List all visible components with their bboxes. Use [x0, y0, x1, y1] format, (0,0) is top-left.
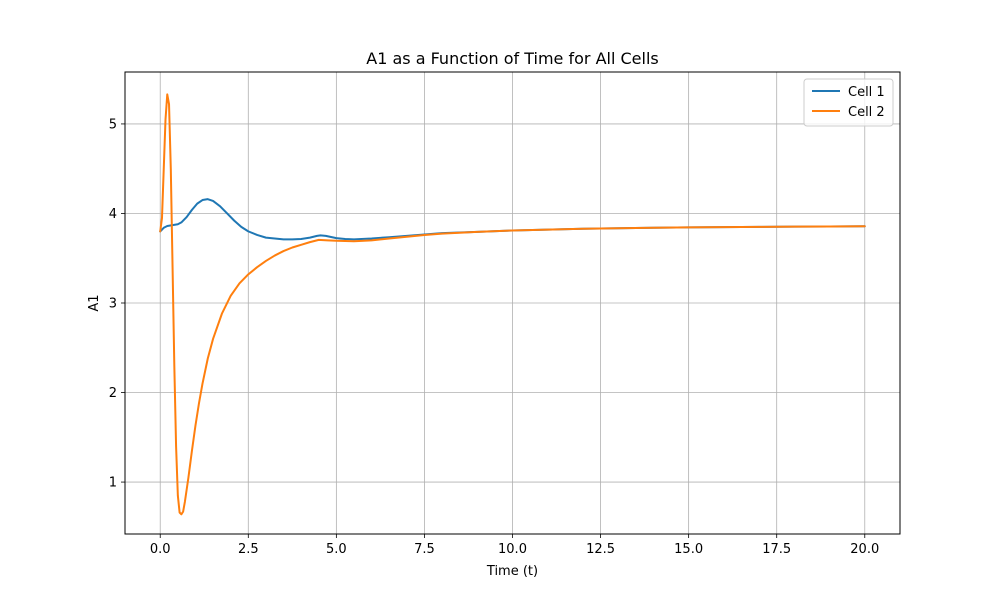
- y-tick-label: 5: [109, 117, 117, 132]
- x-tick-label: 17.5: [762, 542, 791, 557]
- y-axis: 1 2 3 4 5: [109, 117, 125, 491]
- series-layer: [159, 93, 866, 516]
- x-tick-label: 7.5: [414, 542, 435, 557]
- x-tick-label: 10.0: [498, 542, 527, 557]
- x-axis: 0.0 2.5 5.0 7.5 10.0 12.5 15.0 17.5 20.0: [150, 534, 879, 557]
- x-tick-label: 12.5: [586, 542, 615, 557]
- y-tick-label: 1: [109, 476, 117, 491]
- x-tick-label: 2.5: [238, 542, 259, 557]
- y-axis-title: A1: [87, 294, 102, 311]
- x-tick-label: 0.0: [150, 542, 171, 557]
- x-axis-title: Time (t): [486, 564, 538, 579]
- y-tick-label: 3: [109, 297, 117, 312]
- legend-label-cell-1: Cell 1: [848, 85, 885, 100]
- grid-layer: [125, 72, 900, 534]
- legend: Cell 1 Cell 2: [803, 78, 894, 127]
- y-tick-label: 2: [109, 386, 117, 401]
- series-line-cell-2: [159, 93, 866, 516]
- y-tick-label: 4: [109, 207, 117, 222]
- x-tick-label: 20.0: [850, 542, 879, 557]
- chart-title: A1 as a Function of Time for All Cells: [366, 49, 658, 68]
- x-tick-label: 15.0: [674, 542, 703, 557]
- legend-label-cell-2: Cell 2: [848, 105, 885, 120]
- x-tick-label: 5.0: [326, 542, 347, 557]
